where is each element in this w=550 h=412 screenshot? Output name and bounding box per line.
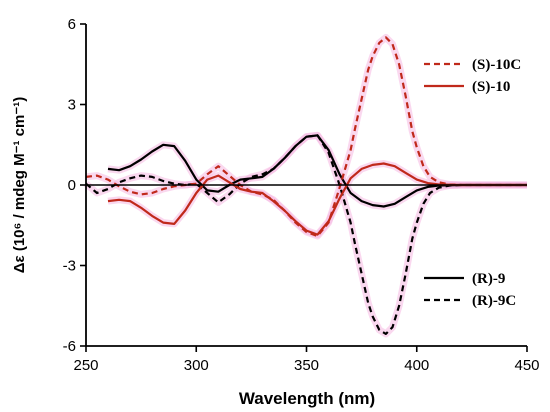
legend-top: (S)-10C (S)-10 <box>424 57 521 95</box>
x-tick-label: 250 <box>73 357 98 374</box>
y-tick-label: -3 <box>63 258 76 275</box>
x-tick-label: 300 <box>184 357 209 374</box>
y-tick-label: 0 <box>68 177 76 194</box>
x-tick-label: 450 <box>514 357 539 374</box>
y-axis-label: Δε (10⁶ / mdeg M⁻¹ cm⁻¹) <box>11 97 28 274</box>
x-axis-ticks: 250 300 350 400 450 <box>73 346 540 374</box>
series-line-s-10c <box>85 36 527 238</box>
x-tick-label: 350 <box>294 357 319 374</box>
series-lines <box>85 36 527 335</box>
series-line-r-9c <box>85 134 527 335</box>
x-axis-label: Wavelength (nm) <box>239 389 375 408</box>
y-tick-label: -6 <box>63 338 76 355</box>
x-tick-label: 400 <box>404 357 429 374</box>
legend-label-s-10: (S)-10 <box>472 79 510 95</box>
y-tick-label: 6 <box>68 16 76 33</box>
legend-label-r-9c: (R)-9C <box>472 293 516 309</box>
legend-label-s-10c: (S)-10C <box>472 57 521 73</box>
y-axis-ticks: 6 3 0 -3 -6 <box>63 16 86 355</box>
legend-label-r-9: (R)-9 <box>472 271 505 287</box>
series-line-s-10 <box>107 162 527 236</box>
y-tick-label: 3 <box>68 97 76 114</box>
legend-bottom: (R)-9 (R)-9C <box>424 271 516 309</box>
series-line-r-9 <box>107 134 527 208</box>
